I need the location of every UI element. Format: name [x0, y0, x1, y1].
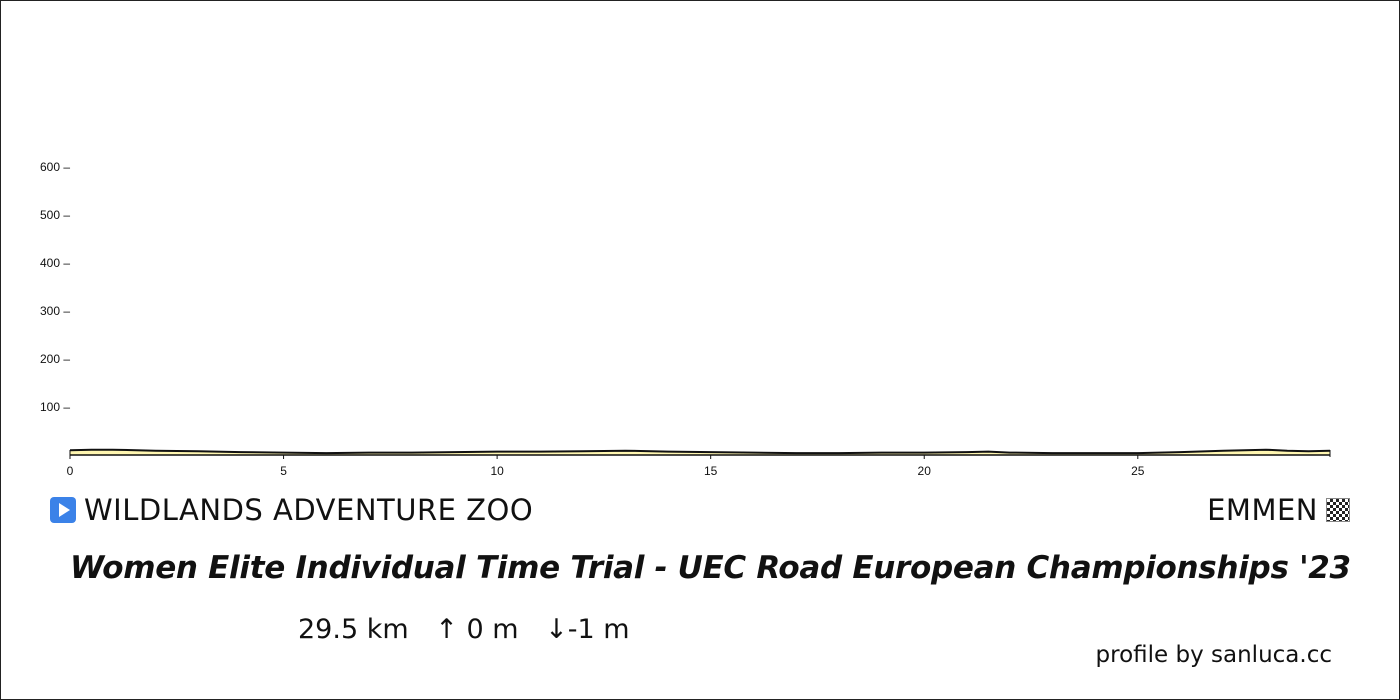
x-tick-label: 15	[704, 464, 718, 478]
y-tick-6: 600 –	[40, 160, 70, 174]
y-tick-label: 600 –	[40, 160, 70, 174]
y-tick-label: 400 –	[40, 256, 70, 270]
elevation-line	[69, 448, 1331, 455]
y-tick-label: 200 –	[40, 352, 70, 366]
y-tick-3: 300 –	[40, 304, 70, 318]
distance-stat: 29.5 km	[298, 614, 409, 645]
y-tick-label: 100 –	[40, 400, 70, 414]
y-tick-2: 200 –	[40, 352, 70, 366]
x-tick-label: 25	[1131, 464, 1145, 478]
x-tick-3: 10	[490, 455, 504, 478]
x-tick-1: 0	[67, 455, 74, 478]
x-tick-6: 25	[1131, 455, 1145, 478]
descent-stat: ↓-1 m	[545, 614, 630, 645]
x-tick-label: 5	[280, 464, 287, 478]
stage-stats: 29.5 km ↑ 0 m ↓-1 m	[298, 614, 648, 645]
x-tick-4: 15	[704, 455, 718, 478]
y-tick-label: 500 –	[40, 208, 70, 222]
play-icon	[50, 497, 76, 523]
finish-location-name: EMMEN	[1207, 493, 1318, 527]
x-tick-label: 20	[918, 464, 932, 478]
x-tick-2: 5	[280, 455, 287, 478]
x-tick-label: 10	[490, 464, 504, 478]
x-tick-label: 0	[67, 464, 74, 478]
y-tick-label: 300 –	[40, 304, 70, 318]
profile-credit: profile by sanluca.cc	[1095, 642, 1332, 668]
start-location-name: WILDLANDS ADVENTURE ZOO	[84, 493, 534, 527]
y-tick-4: 400 –	[40, 256, 70, 270]
race-title: Women Elite Individual Time Trial - UEC …	[70, 550, 1351, 586]
y-tick-1: 100 –	[40, 400, 70, 414]
y-tick-5: 500 –	[40, 208, 70, 222]
checkered-flag-icon	[1326, 498, 1350, 522]
x-tick-5: 20	[918, 455, 932, 478]
ascent-stat: ↑ 0 m	[435, 614, 519, 645]
start-location: WILDLANDS ADVENTURE ZOO	[50, 492, 533, 528]
finish-location: EMMEN	[1207, 492, 1350, 528]
